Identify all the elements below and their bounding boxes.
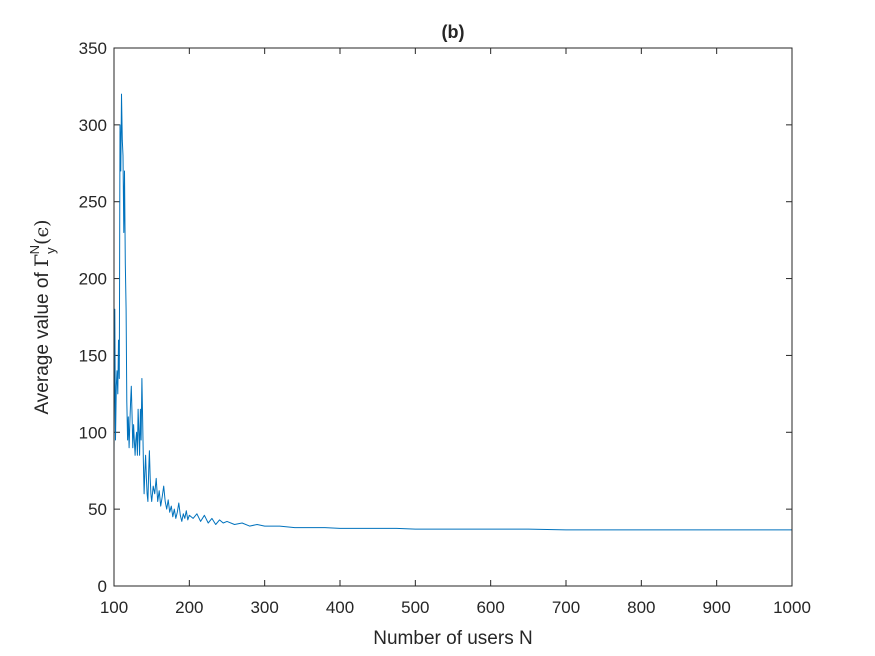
x-tick-label: 500 [401, 598, 429, 617]
y-tick-label: 300 [79, 116, 107, 135]
x-tick-label: 800 [627, 598, 655, 617]
x-axis: 100 200 300 400 500 600 700 800 900 1000 [100, 48, 811, 617]
x-tick-label: 200 [175, 598, 203, 617]
x-tick-label: 1000 [773, 598, 811, 617]
y-axis-label-suffix: (ϵ) [31, 219, 53, 244]
x-tick-label: 300 [250, 598, 278, 617]
plot-area [114, 48, 792, 586]
y-tick-label: 100 [79, 423, 107, 442]
y-tick-label: 350 [79, 39, 107, 58]
x-tick-label: 600 [476, 598, 504, 617]
y-axis-label-subscript: y [43, 247, 58, 254]
x-tick-label: 400 [326, 598, 354, 617]
y-tick-label: 250 [79, 193, 107, 212]
y-axis-label: Average value of ΓyN(ϵ) [27, 219, 58, 414]
y-tick-label: 200 [79, 270, 107, 289]
chart-title: (b) [442, 22, 465, 42]
y-axis-label-prefix: Average value of [32, 267, 53, 415]
data-line [113, 93, 792, 531]
y-tick-label: 0 [98, 577, 107, 596]
x-tick-label: 100 [100, 598, 128, 617]
y-tick-label: 150 [79, 346, 107, 365]
x-axis-label: Number of users N [373, 628, 532, 649]
x-tick-label: 900 [702, 598, 730, 617]
x-tick-label: 700 [552, 598, 580, 617]
y-axis-label-superscript: N [27, 245, 42, 254]
y-tick-label: 50 [88, 500, 107, 519]
y-axis: 0 50 100 150 200 250 300 350 [79, 39, 792, 596]
y-axis-label-symbol: Γ [31, 254, 53, 267]
plot-frame [113, 47, 793, 587]
